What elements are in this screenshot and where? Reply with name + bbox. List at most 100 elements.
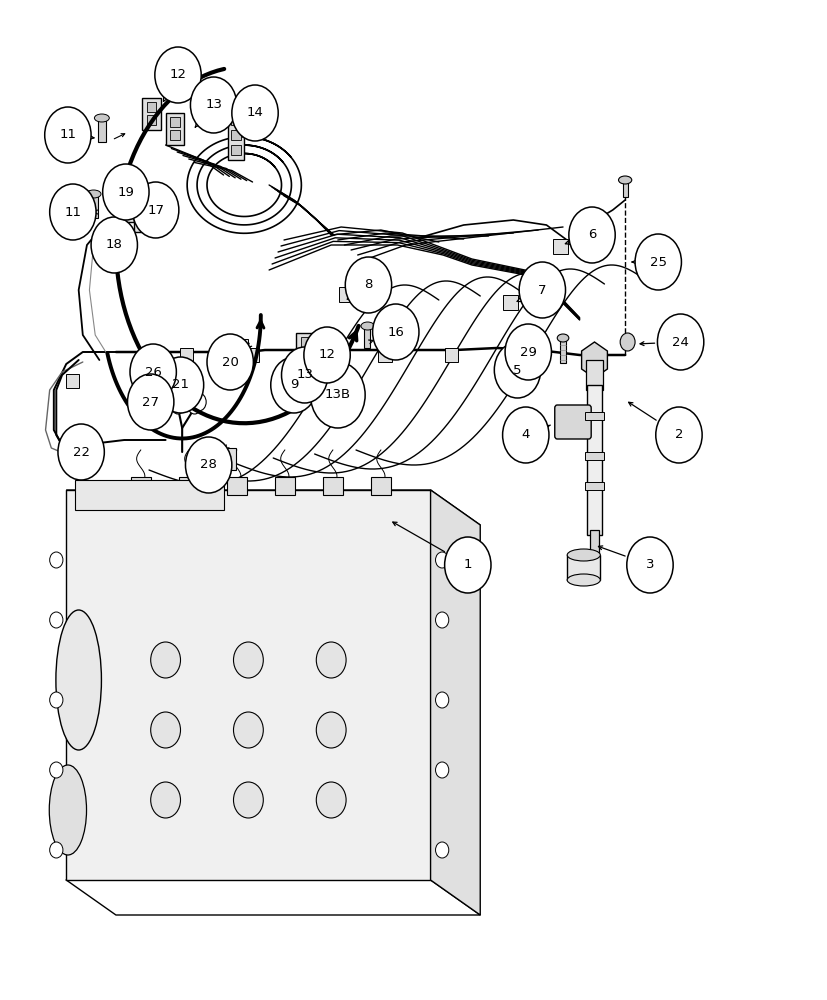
Polygon shape xyxy=(581,342,607,378)
Bar xyxy=(339,287,354,302)
Text: 25: 25 xyxy=(649,255,666,268)
Circle shape xyxy=(233,782,263,818)
Text: 18: 18 xyxy=(106,238,122,251)
Bar xyxy=(179,348,193,362)
Bar xyxy=(318,350,328,360)
Text: 26: 26 xyxy=(145,365,161,378)
Circle shape xyxy=(207,334,253,390)
Text: 6: 6 xyxy=(587,229,595,241)
Bar xyxy=(590,530,598,555)
Circle shape xyxy=(188,398,201,414)
Circle shape xyxy=(191,393,206,411)
Ellipse shape xyxy=(56,610,102,750)
Text: 21: 21 xyxy=(172,378,189,391)
Circle shape xyxy=(634,234,681,290)
Circle shape xyxy=(281,347,327,403)
Bar xyxy=(131,477,151,495)
Circle shape xyxy=(435,692,448,708)
Bar xyxy=(585,412,603,420)
Circle shape xyxy=(502,407,548,463)
Bar xyxy=(134,200,152,232)
Text: 19: 19 xyxy=(117,186,134,198)
Circle shape xyxy=(157,357,203,413)
Circle shape xyxy=(372,304,418,360)
Text: 4: 4 xyxy=(521,428,529,442)
Text: 27: 27 xyxy=(142,395,159,408)
Circle shape xyxy=(316,782,346,818)
Bar xyxy=(378,348,391,362)
Circle shape xyxy=(316,712,346,748)
Circle shape xyxy=(151,712,180,748)
Text: 9: 9 xyxy=(289,378,298,391)
Ellipse shape xyxy=(618,176,631,184)
Bar xyxy=(323,477,342,495)
Text: 11: 11 xyxy=(65,206,81,219)
Text: 28: 28 xyxy=(200,458,217,472)
Bar xyxy=(585,452,603,460)
Bar xyxy=(514,348,528,362)
Circle shape xyxy=(50,612,63,628)
Bar xyxy=(586,385,601,535)
Circle shape xyxy=(151,782,180,818)
Ellipse shape xyxy=(50,765,86,855)
Ellipse shape xyxy=(501,355,522,369)
Circle shape xyxy=(657,314,703,370)
Bar xyxy=(559,338,566,363)
Bar xyxy=(170,130,179,140)
Bar xyxy=(120,207,130,217)
Bar xyxy=(300,350,310,360)
Ellipse shape xyxy=(566,549,600,561)
Bar xyxy=(73,445,86,459)
Circle shape xyxy=(50,552,63,568)
Circle shape xyxy=(50,842,63,858)
Text: 8: 8 xyxy=(364,278,372,292)
Bar xyxy=(120,194,130,204)
Circle shape xyxy=(655,407,701,463)
Circle shape xyxy=(435,842,448,858)
Circle shape xyxy=(444,537,490,593)
Bar xyxy=(300,337,310,347)
Bar xyxy=(142,98,160,130)
Bar xyxy=(314,346,332,378)
Circle shape xyxy=(103,164,149,220)
Circle shape xyxy=(155,47,201,103)
Ellipse shape xyxy=(530,351,545,363)
Circle shape xyxy=(185,437,232,493)
Bar xyxy=(552,239,567,254)
Text: 3: 3 xyxy=(645,558,653,572)
Text: 13: 13 xyxy=(296,368,313,381)
Circle shape xyxy=(494,342,540,398)
Bar xyxy=(275,477,294,495)
Text: 1: 1 xyxy=(463,558,471,572)
Circle shape xyxy=(232,85,278,141)
Text: 14: 14 xyxy=(246,106,263,119)
Circle shape xyxy=(626,537,672,593)
Circle shape xyxy=(190,77,237,133)
Text: 24: 24 xyxy=(672,336,688,349)
Circle shape xyxy=(50,692,63,708)
Polygon shape xyxy=(430,490,480,915)
Text: 13B: 13B xyxy=(324,388,351,401)
FancyBboxPatch shape xyxy=(554,405,590,439)
Text: 2: 2 xyxy=(674,428,682,442)
Bar xyxy=(364,328,370,348)
Bar xyxy=(586,360,602,390)
Bar xyxy=(146,115,156,125)
Circle shape xyxy=(151,642,180,678)
Polygon shape xyxy=(66,490,480,525)
Circle shape xyxy=(316,642,346,678)
Ellipse shape xyxy=(566,574,600,586)
Bar xyxy=(138,217,148,227)
Bar xyxy=(231,130,241,140)
Bar xyxy=(318,363,328,373)
Bar xyxy=(74,480,223,510)
Circle shape xyxy=(435,612,448,628)
Bar xyxy=(66,374,79,388)
Circle shape xyxy=(50,184,96,240)
Bar xyxy=(444,348,457,362)
Circle shape xyxy=(127,374,174,430)
Text: 17: 17 xyxy=(147,204,164,217)
Bar xyxy=(370,477,390,495)
Bar xyxy=(146,102,156,112)
Bar xyxy=(215,448,236,470)
